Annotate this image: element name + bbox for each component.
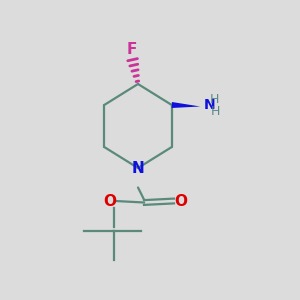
Text: N: N: [132, 160, 144, 175]
Text: O: O: [103, 194, 116, 208]
Text: N: N: [204, 98, 215, 112]
Text: H: H: [210, 93, 219, 106]
Polygon shape: [172, 102, 200, 108]
Text: F: F: [127, 42, 137, 57]
Text: O: O: [174, 194, 187, 208]
Text: H: H: [211, 105, 220, 119]
